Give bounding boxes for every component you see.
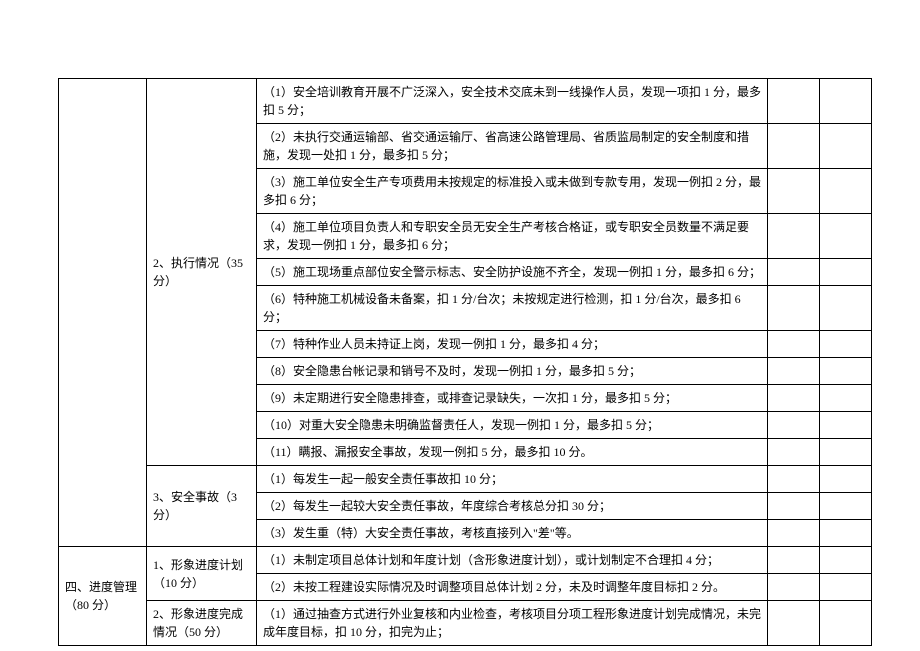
remark-cell — [820, 259, 872, 286]
criteria-cell: （10）对重大安全隐患未明确监督责任人，发现一例扣 1 分，最多扣 5 分； — [257, 412, 768, 439]
score-cell — [768, 286, 820, 331]
assessment-table: 2、执行情况（35 分） （1）安全培训教育开展不广泛深入，安全技术交底未到一线… — [58, 78, 872, 646]
criteria-cell: （3）发生重（特）大安全责任事故，考核直接列入"差"等。 — [257, 520, 768, 547]
criteria-cell: （1）未制定项目总体计划和年度计划（含形象进度计划），或计划制定不合理扣 4 分… — [257, 547, 768, 574]
remark-cell — [820, 493, 872, 520]
section3-category — [59, 79, 147, 547]
remark-cell — [820, 79, 872, 124]
score-cell — [768, 547, 820, 574]
remark-cell — [820, 466, 872, 493]
criteria-cell: （7）特种作业人员未持证上岗，发现一例扣 1 分，最多扣 4 分； — [257, 331, 768, 358]
score-cell — [768, 601, 820, 646]
remark-cell — [820, 439, 872, 466]
remark-cell — [820, 286, 872, 331]
criteria-cell: （1）通过抽查方式进行外业复核和内业检查，考核项目分项工程形象进度计划完成情况，… — [257, 601, 768, 646]
criteria-cell: （1）安全培训教育开展不广泛深入，安全技术交底未到一线操作人员，发现一项扣 1 … — [257, 79, 768, 124]
score-cell — [768, 358, 820, 385]
remark-cell — [820, 331, 872, 358]
section3-sub2-label: 2、执行情况（35 分） — [147, 79, 257, 466]
remark-cell — [820, 412, 872, 439]
remark-cell — [820, 574, 872, 601]
score-cell — [768, 412, 820, 439]
criteria-cell: （6）特种施工机械设备未备案，扣 1 分/台次；未按规定进行检测，扣 1 分/台… — [257, 286, 768, 331]
score-cell — [768, 169, 820, 214]
remark-cell — [820, 124, 872, 169]
section4-sub2-label: 2、形象进度完成情况（50 分） — [147, 601, 257, 646]
remark-cell — [820, 214, 872, 259]
score-cell — [768, 214, 820, 259]
criteria-cell: （5）施工现场重点部位安全警示标志、安全防护设施不齐全，发现一例扣 1 分，最多… — [257, 259, 768, 286]
score-cell — [768, 124, 820, 169]
score-cell — [768, 439, 820, 466]
remark-cell — [820, 520, 872, 547]
criteria-cell: （11）瞒报、漏报安全事故，发现一例扣 5 分，最多扣 10 分。 — [257, 439, 768, 466]
criteria-cell: （9）未定期进行安全隐患排查，或排查记录缺失，一次扣 1 分，最多扣 5 分； — [257, 385, 768, 412]
remark-cell — [820, 169, 872, 214]
score-cell — [768, 574, 820, 601]
score-cell — [768, 493, 820, 520]
criteria-cell: （1）每发生一起一般安全责任事故扣 10 分； — [257, 466, 768, 493]
remark-cell — [820, 385, 872, 412]
section4-category: 四、进度管理（80 分） — [59, 547, 147, 646]
remark-cell — [820, 547, 872, 574]
score-cell — [768, 520, 820, 547]
score-cell — [768, 331, 820, 358]
score-cell — [768, 466, 820, 493]
criteria-cell: （4）施工单位项目负责人和专职安全员无安全生产考核合格证，或专职安全员数量不满足… — [257, 214, 768, 259]
criteria-cell: （3）施工单位安全生产专项费用未按规定的标准投入或未做到专款专用，发现一例扣 2… — [257, 169, 768, 214]
remark-cell — [820, 358, 872, 385]
section4-sub1-label: 1、形象进度计划（10 分） — [147, 547, 257, 601]
score-cell — [768, 79, 820, 124]
criteria-cell: （8）安全隐患台帐记录和销号不及时，发现一例扣 1 分，最多扣 5 分； — [257, 358, 768, 385]
score-cell — [768, 385, 820, 412]
remark-cell — [820, 601, 872, 646]
criteria-cell: （2）每发生一起较大安全责任事故，年度综合考核总分扣 30 分； — [257, 493, 768, 520]
criteria-cell: （2）未按工程建设实际情况及时调整项目总体计划 2 分，未及时调整年度目标扣 2… — [257, 574, 768, 601]
section3-sub3-label: 3、安全事故（3 分） — [147, 466, 257, 547]
criteria-cell: （2）未执行交通运输部、省交通运输厅、省高速公路管理局、省质监局制定的安全制度和… — [257, 124, 768, 169]
score-cell — [768, 259, 820, 286]
